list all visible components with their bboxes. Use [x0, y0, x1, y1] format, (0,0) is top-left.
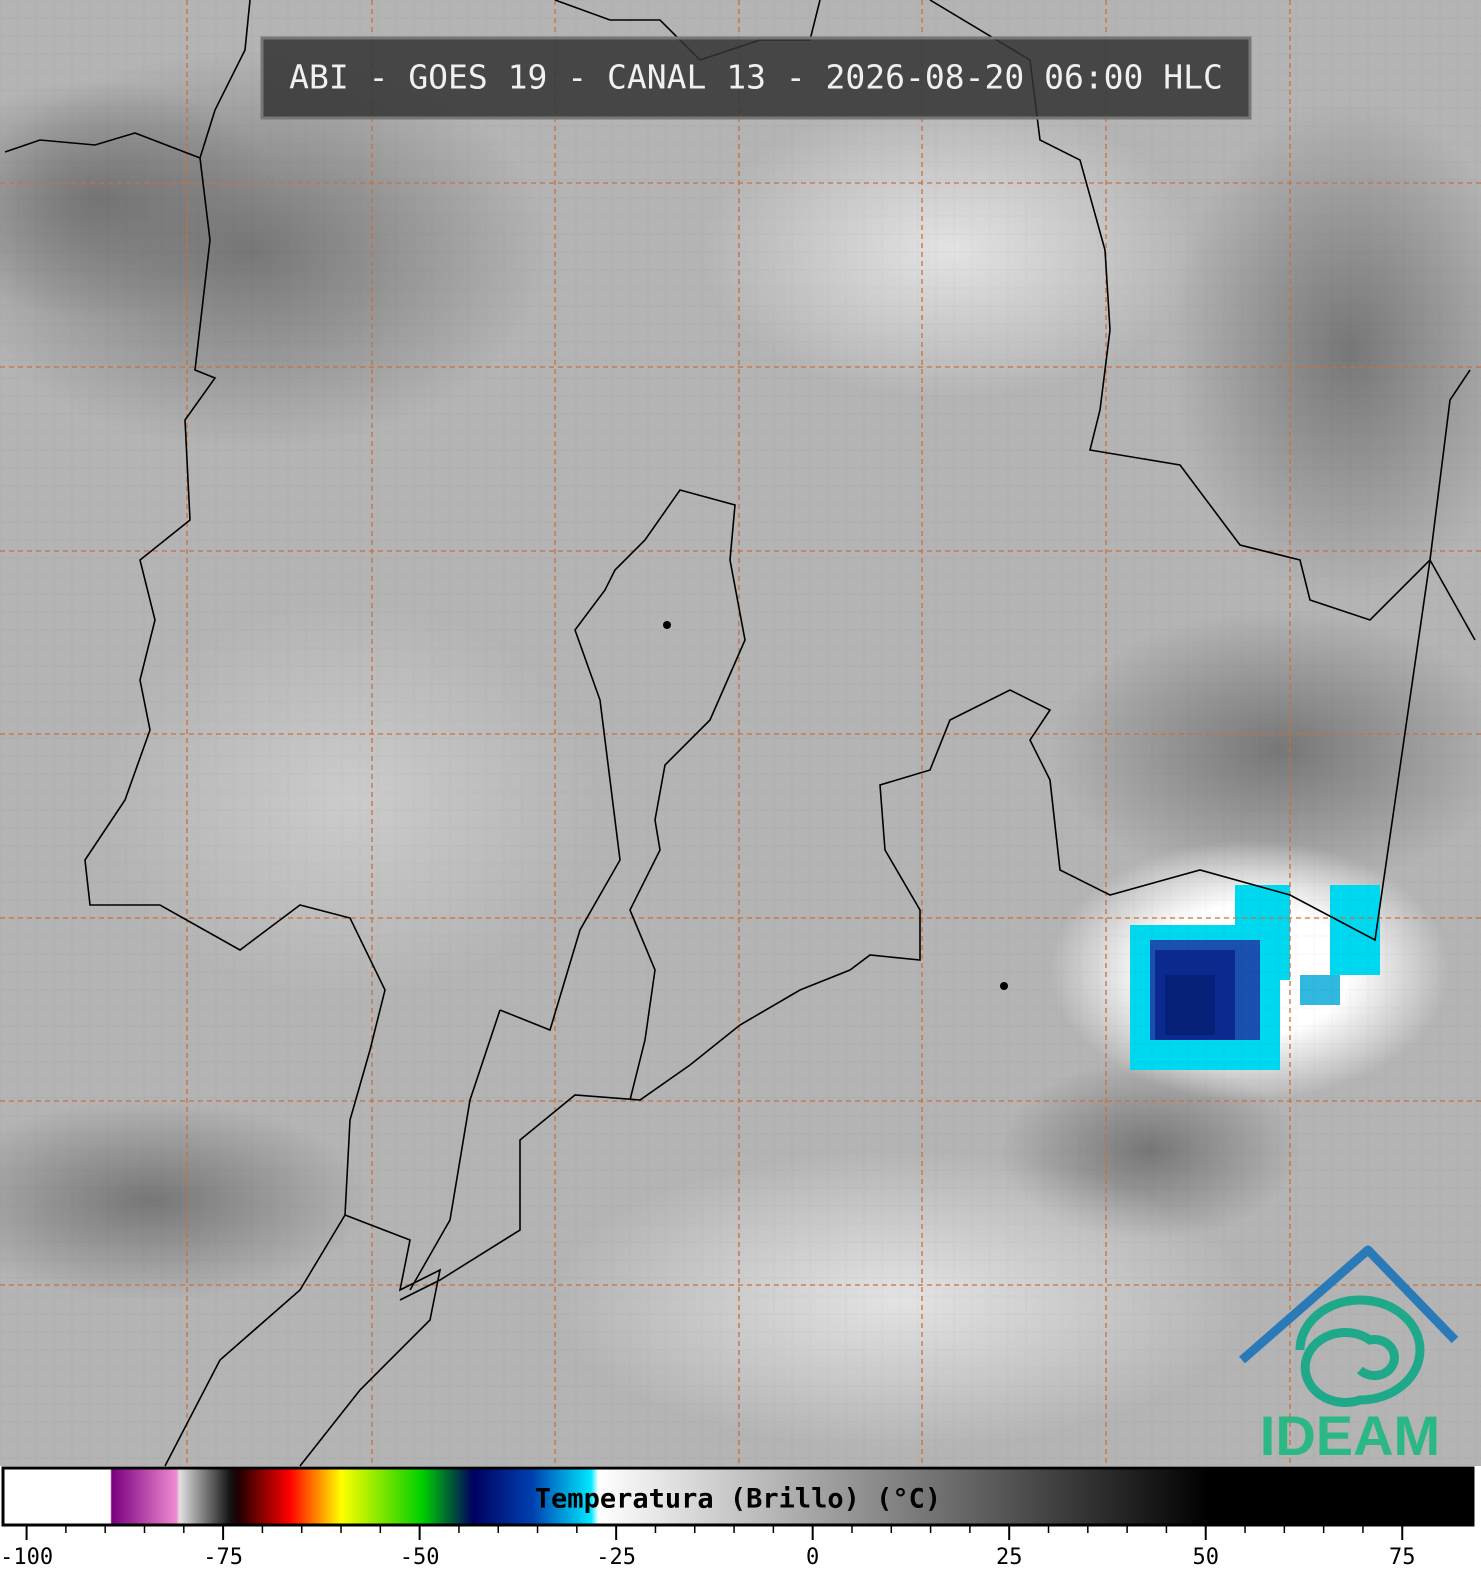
tick-label: 0: [806, 1545, 819, 1570]
colorbar-scale: [1, 1466, 1475, 1527]
tick-label: -75: [203, 1545, 243, 1570]
tick-label: -50: [400, 1545, 440, 1570]
logo: IDEAM: [1239, 1245, 1459, 1467]
imagery: [0, 0, 1481, 1466]
colorbar: Temperatura (Brillo) (°C) -100 -75 -50 -25 0…: [0, 1466, 1475, 1570]
colorbar-label: Temperatura (Brillo) (°C): [535, 1484, 941, 1515]
city-marker: [1000, 982, 1008, 990]
tick-label: 50: [1192, 1545, 1219, 1570]
tick-label: -25: [596, 1545, 636, 1570]
graticule: [0, 0, 1481, 1466]
tick-label: 25: [996, 1545, 1023, 1570]
tick-label: 75: [1389, 1545, 1416, 1570]
title: ABI - GOES 19 - CANAL 13 - 2026-08-20 06…: [289, 58, 1223, 97]
tick-label: -100: [0, 1545, 53, 1570]
title-box: ABI - GOES 19 - CANAL 13 - 2026-08-20 06…: [260, 36, 1252, 120]
city-marker: [663, 621, 671, 629]
logo-text: IDEAM: [1260, 1404, 1440, 1467]
